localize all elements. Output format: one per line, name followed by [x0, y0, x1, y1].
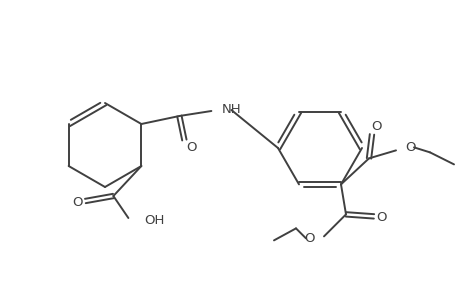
Text: O: O	[371, 120, 381, 133]
Text: OH: OH	[144, 214, 164, 226]
Text: O: O	[404, 141, 414, 154]
Text: O: O	[186, 140, 196, 154]
Text: O: O	[304, 232, 314, 245]
Text: O: O	[72, 196, 83, 208]
Text: NH: NH	[221, 103, 241, 116]
Text: O: O	[376, 211, 386, 224]
